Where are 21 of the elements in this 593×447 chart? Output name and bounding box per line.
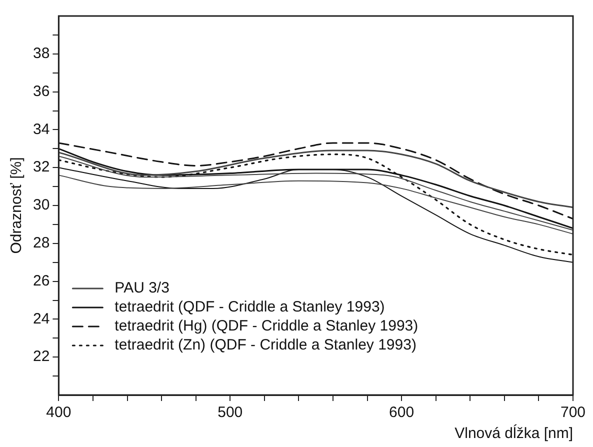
x-axis-title: Vlnová dĺžka [nm] — [454, 424, 573, 442]
y-tick-label: 24 — [32, 310, 50, 328]
x-tick-label: 500 — [218, 404, 243, 422]
y-tick-label: 28 — [32, 234, 50, 252]
legend-label: tetraedrit (Zn) (QDF - Criddle a Stanley 1993) — [114, 336, 416, 354]
y-tick-label: 30 — [32, 196, 50, 214]
y-tick-label: 36 — [32, 82, 50, 100]
x-tick-label: 600 — [389, 404, 414, 422]
line-series — [58, 174, 573, 234]
y-axis-title: Odraznosť [%] — [8, 157, 26, 254]
y-tick-label: 34 — [32, 120, 50, 138]
x-tick-label: 700 — [560, 404, 586, 422]
line-series — [58, 142, 573, 220]
x-tick-label: 400 — [46, 404, 72, 422]
y-tick-label: 38 — [32, 45, 50, 62]
y-tick-label: 26 — [32, 272, 50, 290]
legend-label: tetraedrit (Hg) (QDF - Criddle a Stanley 1993) — [114, 318, 418, 335]
legend-label: PAU 3/3 — [114, 280, 170, 297]
y-tick-label: 32 — [32, 158, 50, 176]
legend-label: tetraedrit (QDF - Criddle a Stanley 1993) — [114, 298, 385, 316]
y-tick-label: 22 — [32, 348, 50, 366]
